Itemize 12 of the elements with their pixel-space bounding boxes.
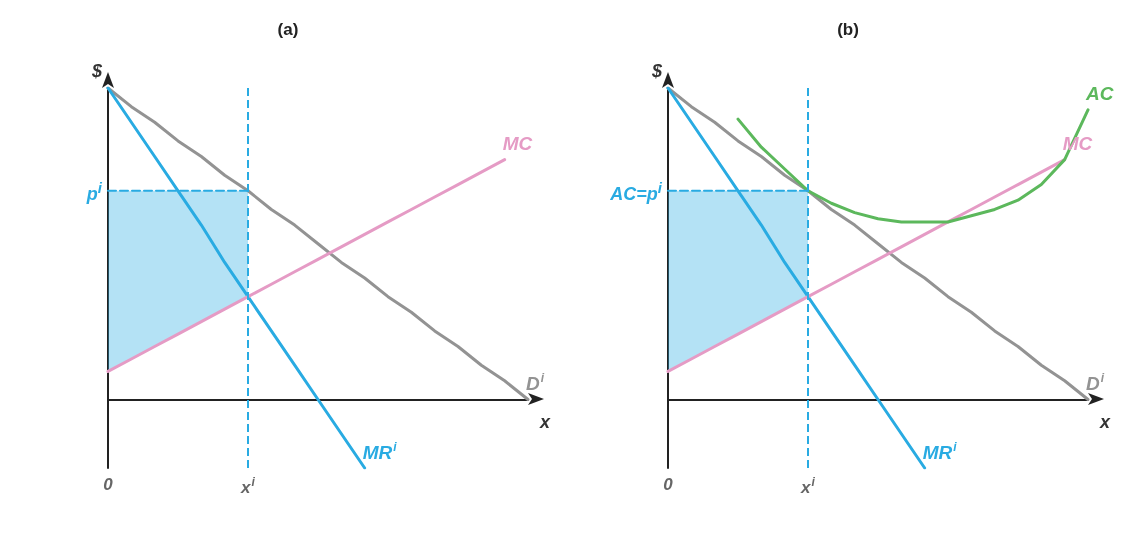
x-tick-label: 0 — [103, 475, 114, 494]
x-tick-label: 0 — [663, 475, 674, 494]
annotation: p$^{i}$ — [86, 177, 102, 205]
annotation: AC=p$^{i}$ — [610, 177, 662, 205]
x-axis-title: x — [539, 412, 551, 433]
y-axis-title: $ — [650, 61, 663, 81]
series-label: MC — [502, 133, 533, 155]
y-axis-title: $ — [90, 61, 103, 81]
chart-title: (b) — [837, 20, 859, 39]
chart-title: (a) — [277, 20, 299, 39]
x-axis-title: x — [1099, 412, 1111, 433]
series-label: AC — [1085, 83, 1114, 105]
